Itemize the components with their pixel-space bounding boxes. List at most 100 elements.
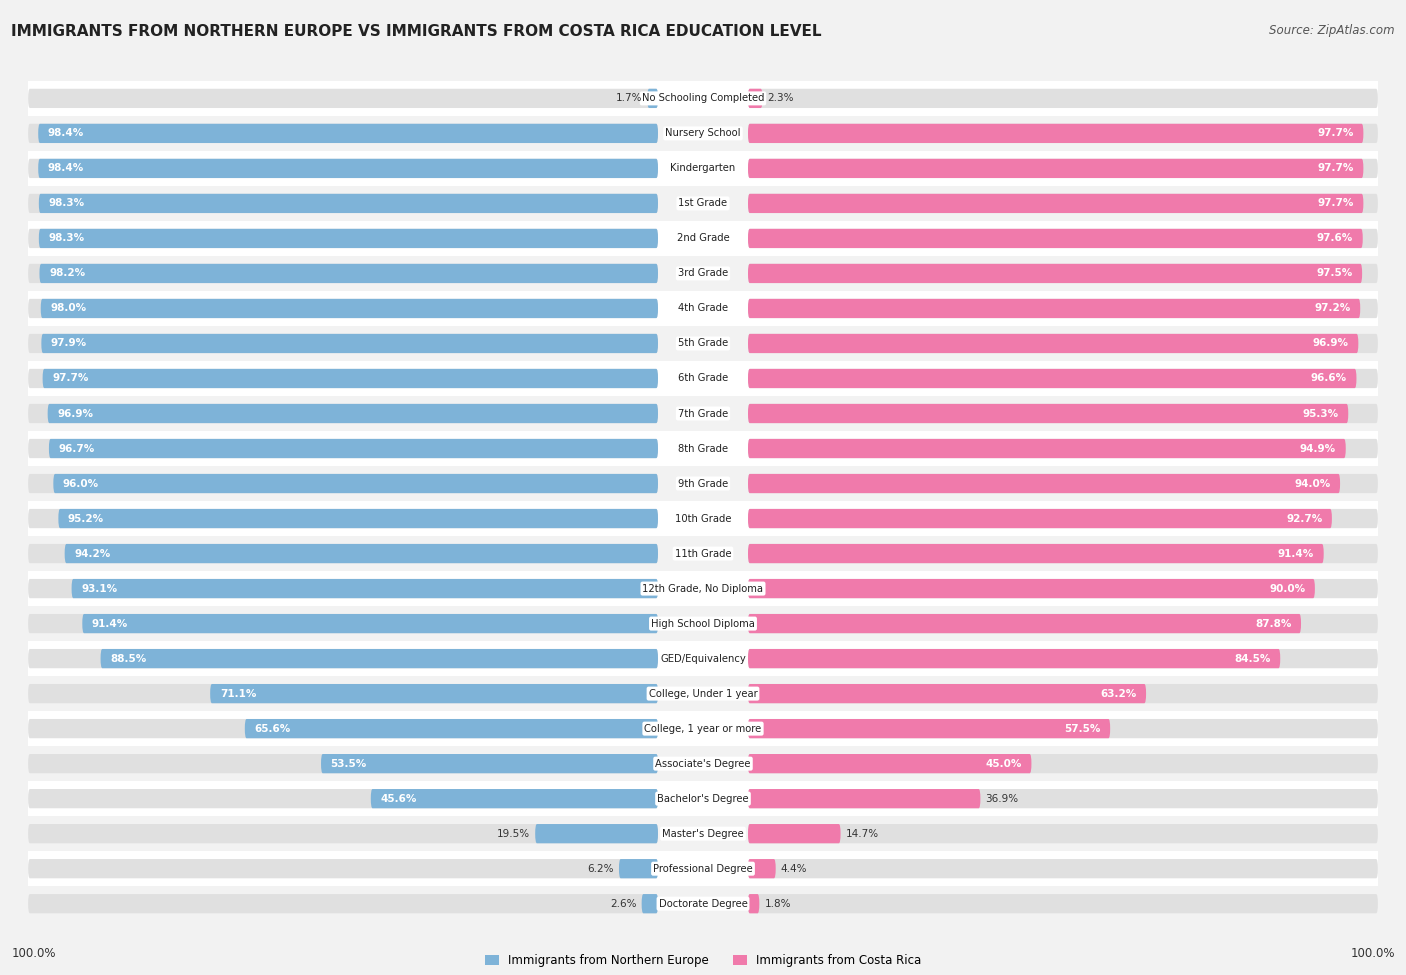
FancyBboxPatch shape (748, 333, 1378, 353)
Bar (28, 851, 1378, 886)
FancyBboxPatch shape (748, 579, 1315, 599)
Bar (28, 466, 1378, 501)
FancyBboxPatch shape (748, 124, 1378, 143)
FancyBboxPatch shape (748, 859, 1378, 878)
Bar (28, 606, 1378, 642)
FancyBboxPatch shape (28, 439, 658, 458)
Bar (28, 676, 1378, 711)
FancyBboxPatch shape (748, 159, 1378, 178)
FancyBboxPatch shape (748, 474, 1340, 493)
Text: 10th Grade: 10th Grade (675, 514, 731, 524)
Bar (28, 116, 1378, 151)
FancyBboxPatch shape (28, 474, 658, 493)
FancyBboxPatch shape (748, 159, 1364, 178)
Bar (28, 291, 1378, 326)
FancyBboxPatch shape (28, 859, 658, 878)
FancyBboxPatch shape (748, 754, 1032, 773)
Text: 97.7%: 97.7% (52, 373, 89, 383)
FancyBboxPatch shape (748, 824, 841, 843)
Bar (28, 642, 1378, 676)
Text: 11th Grade: 11th Grade (675, 549, 731, 559)
FancyBboxPatch shape (41, 299, 658, 318)
FancyBboxPatch shape (28, 124, 658, 143)
Text: 95.3%: 95.3% (1302, 409, 1339, 418)
Text: Nursery School: Nursery School (665, 129, 741, 138)
Text: IMMIGRANTS FROM NORTHERN EUROPE VS IMMIGRANTS FROM COSTA RICA EDUCATION LEVEL: IMMIGRANTS FROM NORTHERN EUROPE VS IMMIG… (11, 24, 821, 39)
Text: 1.8%: 1.8% (765, 899, 792, 909)
FancyBboxPatch shape (748, 439, 1346, 458)
Text: No Schooling Completed: No Schooling Completed (641, 94, 765, 103)
FancyBboxPatch shape (59, 509, 658, 528)
Bar (28, 221, 1378, 256)
Text: 96.9%: 96.9% (58, 409, 93, 418)
Text: 97.7%: 97.7% (1317, 129, 1354, 138)
FancyBboxPatch shape (39, 264, 658, 283)
FancyBboxPatch shape (53, 474, 658, 493)
Text: 8th Grade: 8th Grade (678, 444, 728, 453)
FancyBboxPatch shape (83, 614, 658, 633)
Text: 90.0%: 90.0% (1270, 584, 1305, 594)
FancyBboxPatch shape (38, 159, 658, 178)
Text: 6th Grade: 6th Grade (678, 373, 728, 383)
FancyBboxPatch shape (28, 754, 658, 773)
FancyBboxPatch shape (28, 369, 658, 388)
Text: Kindergarten: Kindergarten (671, 164, 735, 174)
FancyBboxPatch shape (536, 824, 658, 843)
Text: 97.6%: 97.6% (1317, 233, 1353, 244)
FancyBboxPatch shape (748, 789, 980, 808)
Text: 3rd Grade: 3rd Grade (678, 268, 728, 279)
Bar (28, 256, 1378, 291)
FancyBboxPatch shape (748, 509, 1378, 528)
FancyBboxPatch shape (41, 333, 658, 353)
FancyBboxPatch shape (28, 509, 658, 528)
FancyBboxPatch shape (748, 509, 1331, 528)
FancyBboxPatch shape (748, 649, 1378, 668)
FancyBboxPatch shape (748, 369, 1357, 388)
FancyBboxPatch shape (28, 824, 658, 843)
FancyBboxPatch shape (748, 299, 1378, 318)
Text: 91.4%: 91.4% (91, 618, 128, 629)
Text: Source: ZipAtlas.com: Source: ZipAtlas.com (1270, 24, 1395, 37)
Text: Doctorate Degree: Doctorate Degree (658, 899, 748, 909)
FancyBboxPatch shape (748, 894, 759, 914)
Text: 100.0%: 100.0% (11, 947, 56, 960)
Text: 98.4%: 98.4% (48, 129, 84, 138)
Bar (28, 571, 1378, 606)
FancyBboxPatch shape (245, 719, 658, 738)
FancyBboxPatch shape (748, 333, 1358, 353)
Text: 93.1%: 93.1% (82, 584, 117, 594)
FancyBboxPatch shape (748, 369, 1378, 388)
FancyBboxPatch shape (748, 474, 1378, 493)
FancyBboxPatch shape (748, 754, 1378, 773)
Bar (28, 711, 1378, 746)
Text: College, Under 1 year: College, Under 1 year (648, 688, 758, 699)
FancyBboxPatch shape (28, 264, 658, 283)
Bar (28, 151, 1378, 186)
FancyBboxPatch shape (748, 684, 1146, 703)
FancyBboxPatch shape (748, 404, 1378, 423)
Text: Professional Degree: Professional Degree (654, 864, 752, 874)
Text: 6.2%: 6.2% (588, 864, 614, 874)
Bar (28, 361, 1378, 396)
Text: 97.7%: 97.7% (1317, 164, 1354, 174)
Text: 98.3%: 98.3% (48, 233, 84, 244)
FancyBboxPatch shape (28, 544, 658, 564)
Text: 97.7%: 97.7% (1317, 199, 1354, 209)
FancyBboxPatch shape (72, 579, 658, 599)
Text: 84.5%: 84.5% (1234, 653, 1271, 664)
Bar (28, 536, 1378, 571)
Text: 2.6%: 2.6% (610, 899, 637, 909)
FancyBboxPatch shape (748, 684, 1378, 703)
FancyBboxPatch shape (748, 89, 762, 108)
FancyBboxPatch shape (748, 824, 1378, 843)
Bar (28, 781, 1378, 816)
FancyBboxPatch shape (39, 194, 658, 214)
FancyBboxPatch shape (748, 299, 1360, 318)
FancyBboxPatch shape (101, 649, 658, 668)
Bar (28, 431, 1378, 466)
FancyBboxPatch shape (748, 229, 1378, 248)
Text: 98.0%: 98.0% (51, 303, 87, 314)
FancyBboxPatch shape (49, 439, 658, 458)
FancyBboxPatch shape (748, 404, 1348, 423)
FancyBboxPatch shape (619, 859, 658, 878)
